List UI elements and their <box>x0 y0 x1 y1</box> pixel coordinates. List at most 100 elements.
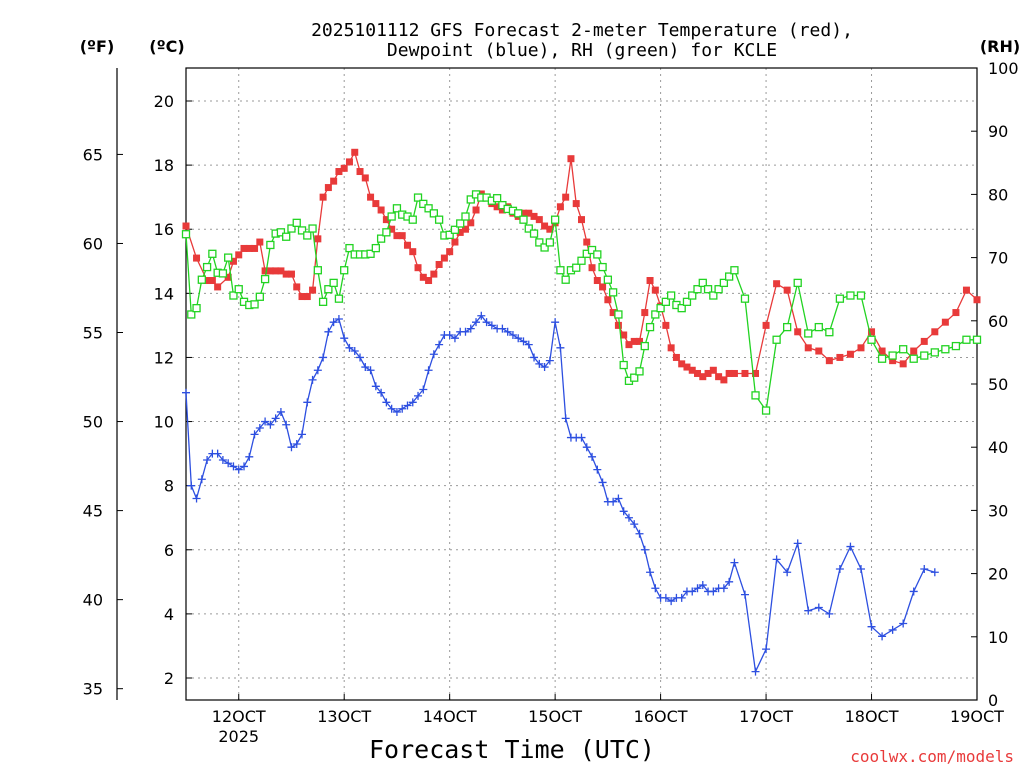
dewpoint-point <box>646 568 655 577</box>
temperature-point <box>287 270 295 278</box>
rh-point <box>181 230 191 239</box>
rh-point <box>345 243 354 253</box>
temperature-point <box>519 209 527 217</box>
dewpoint-point <box>540 363 549 372</box>
temperature-point <box>662 321 670 329</box>
rh-point <box>234 285 243 294</box>
dewpoint-point <box>582 443 591 452</box>
chart-title-line-1: 2025101112 GFS Forecast 2-meter Temperat… <box>311 20 853 41</box>
temperature-point <box>878 347 886 355</box>
dewpoint-point <box>192 494 201 503</box>
dewpoint-line <box>185 314 935 674</box>
rh-point <box>825 328 834 337</box>
fahrenheit-tick-label: 35 <box>83 680 103 699</box>
temperature-point <box>952 309 960 317</box>
rh-point <box>429 209 438 218</box>
dewpoint-point <box>482 318 491 327</box>
dewpoint-point <box>361 363 370 372</box>
dewpoint-point <box>329 318 338 327</box>
temperature-point <box>372 200 380 208</box>
rh-point <box>751 391 760 400</box>
rh-point <box>561 275 570 284</box>
rh-point <box>218 269 228 278</box>
dewpoint-point <box>577 433 586 442</box>
dewpoint-point <box>709 587 718 596</box>
temperature-point <box>251 244 259 252</box>
fahrenheit-tick-label: 55 <box>83 324 103 343</box>
rh-point <box>419 199 428 209</box>
temperature-point <box>493 203 501 211</box>
temperature-point <box>367 193 375 201</box>
temperature-point <box>419 273 427 281</box>
temperature-point <box>298 293 306 301</box>
dewpoint-point <box>635 529 644 538</box>
rh-point <box>677 304 686 313</box>
rh-point <box>614 310 623 319</box>
rh-point <box>308 224 317 233</box>
dewpoint-point <box>398 404 407 413</box>
rh-tick-label: 60 <box>988 312 1008 331</box>
rh-point <box>693 285 702 294</box>
fahrenheit-tick-label: 45 <box>83 502 103 521</box>
dewpoint-point <box>234 465 243 474</box>
temperature-point <box>625 341 633 349</box>
temperature-point <box>361 174 369 182</box>
temperature-point <box>620 331 628 339</box>
temperature-point <box>193 254 201 262</box>
rh-point <box>666 291 676 300</box>
dewpoint-point <box>519 337 528 346</box>
temperature-point <box>467 219 475 227</box>
temperature-point <box>330 177 338 185</box>
dewpoint-point <box>899 619 908 628</box>
dewpoint-point <box>693 584 702 593</box>
temperature-point <box>699 373 707 381</box>
temperature-point <box>398 232 406 240</box>
dewpoint-point <box>856 565 865 574</box>
dewpoint-point <box>688 587 697 596</box>
rh-point <box>656 304 665 313</box>
dewpoint-point <box>445 331 454 340</box>
temperature-point <box>752 369 760 377</box>
rh-point <box>688 291 697 300</box>
dewpoint-point <box>508 331 517 340</box>
dewpoint-point <box>630 520 639 529</box>
temperature-point <box>836 353 844 361</box>
rh-point <box>725 272 734 281</box>
rh-point <box>730 266 739 275</box>
temperature-point <box>303 293 311 301</box>
rh-tick-label: 50 <box>988 375 1008 394</box>
rh-point <box>577 256 586 265</box>
rh-point <box>941 345 950 354</box>
temperature-point <box>641 309 649 317</box>
dewpoint-point <box>793 539 802 548</box>
rh-point <box>340 266 349 275</box>
temperature-point <box>683 363 691 371</box>
dewpoint-point <box>514 334 523 343</box>
dewpoint-point <box>762 645 771 654</box>
rh-point <box>951 341 961 351</box>
rh-point <box>334 294 344 303</box>
rh-point <box>192 304 201 313</box>
rh-point <box>761 406 771 415</box>
rh-point <box>382 228 391 237</box>
temperature-point <box>630 337 638 345</box>
dewpoint-point <box>835 565 844 574</box>
rh-point <box>413 193 423 202</box>
dewpoint-point <box>371 382 380 391</box>
rh-point <box>920 351 929 360</box>
temperature-point <box>583 238 591 246</box>
rh-point <box>208 249 217 258</box>
dewpoint-point <box>182 388 190 397</box>
rh-point <box>434 215 444 224</box>
dewpoint-point <box>909 587 918 596</box>
rh-tick-label: 100 <box>988 59 1019 78</box>
rh-point <box>408 215 417 224</box>
temperature-point <box>910 347 918 355</box>
rh-point <box>318 297 328 306</box>
rh-point <box>972 335 982 344</box>
plot-frame <box>185 67 978 701</box>
dewpoint-point <box>313 366 322 375</box>
rh-point <box>197 275 206 284</box>
dewpoint-point <box>340 334 349 343</box>
temperature-point <box>588 264 596 272</box>
